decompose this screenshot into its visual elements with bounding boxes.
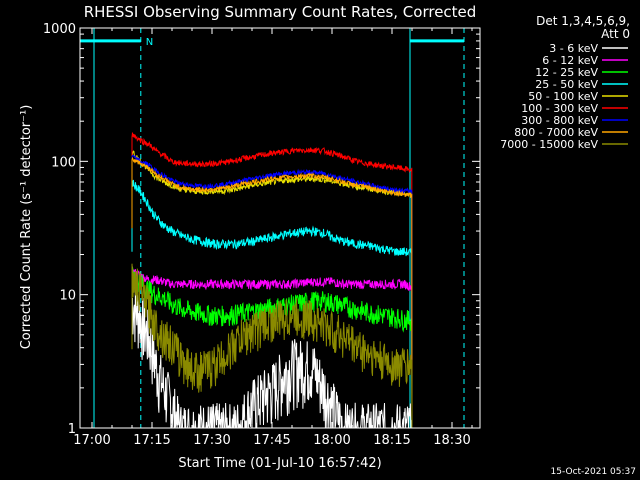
legend-label-7: 800 - 7000 keV (514, 126, 598, 139)
y-tick-label-1: 10 (59, 289, 76, 304)
series-line-8 (131, 263, 413, 429)
legend-label-8: 7000 - 15000 keV (500, 138, 598, 151)
legend-label-6: 300 - 800 keV (521, 114, 598, 127)
plot-timestamp: 15-Oct-2021 05:37 (551, 467, 636, 477)
series-line-2 (131, 267, 413, 429)
x-tick-label-3: 17:45 (253, 433, 290, 448)
x-tick-label-6: 18:30 (433, 433, 470, 448)
y-tick-label-3: 1000 (43, 22, 76, 37)
legend-label-1: 6 - 12 keV (542, 54, 598, 67)
legend-label-0: 3 - 6 keV (549, 42, 598, 55)
series-line-5 (131, 132, 413, 429)
legend-label-4: 50 - 100 keV (528, 90, 598, 103)
x-tick-label-2: 17:30 (193, 433, 230, 448)
x-axis-label: Start Time (01-Jul-10 16:57:42) (178, 456, 381, 471)
series-line-7 (131, 156, 413, 429)
chart-title: RHESSI Observing Summary Count Rates, Co… (84, 3, 477, 21)
legend-label-2: 12 - 25 keV (535, 66, 598, 79)
x-tick-label-1: 17:15 (133, 433, 170, 448)
legend-label-3: 25 - 50 keV (535, 78, 598, 91)
legend-label-5: 100 - 300 keV (521, 102, 598, 115)
y-axis-label: Corrected Count Rate (s⁻¹ detector⁻¹) (19, 105, 34, 350)
x-tick-label-0: 17:00 (73, 433, 110, 448)
y-tick-label-2: 100 (51, 155, 76, 170)
series-line-1 (131, 266, 413, 429)
y-tick-label-0: 1 (68, 422, 76, 437)
legend-header-line1: Det 1,3,4,5,6,9, (536, 14, 630, 28)
legend-header-line2: Att 0 (601, 27, 630, 41)
flag-label: N (146, 37, 153, 48)
x-tick-label-4: 18:00 (313, 433, 350, 448)
plot-frame (79, 27, 481, 429)
series-line-3 (131, 179, 413, 429)
x-tick-label-5: 18:15 (373, 433, 410, 448)
